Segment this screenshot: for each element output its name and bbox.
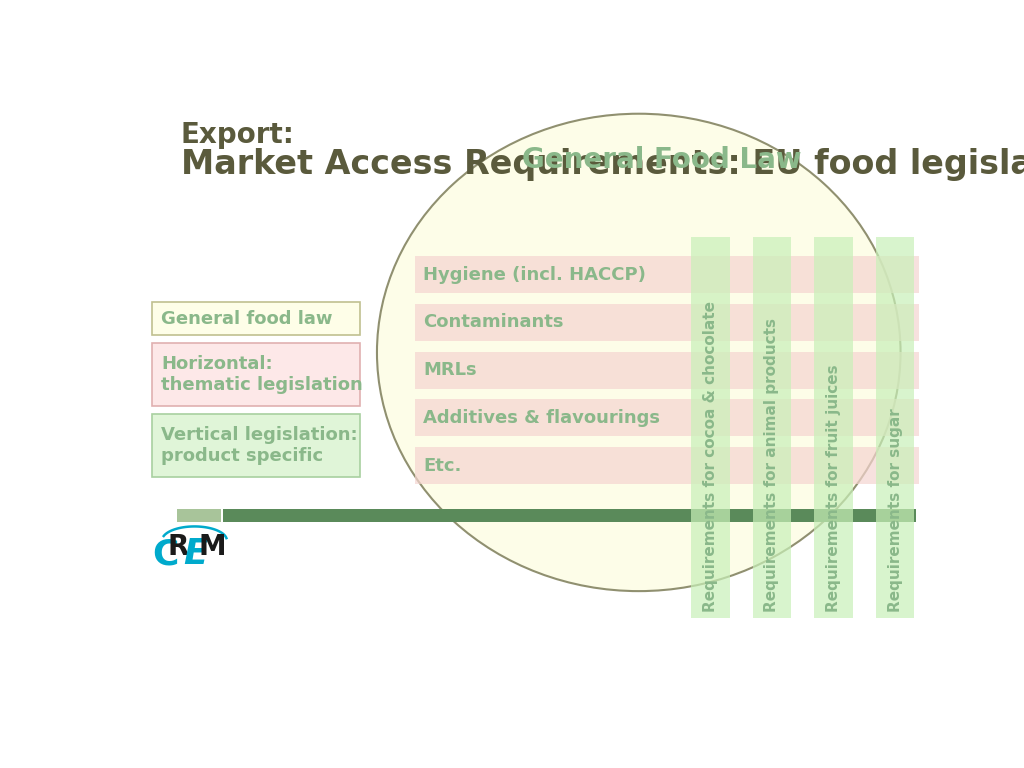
Text: Additives & flavourings: Additives & flavourings bbox=[423, 409, 660, 427]
Ellipse shape bbox=[377, 114, 900, 591]
Bar bbox=[153, 343, 360, 406]
Text: Market Access Requirements: EU food legislation: Market Access Requirements: EU food legi… bbox=[180, 148, 1024, 181]
Text: E: E bbox=[183, 538, 208, 571]
Bar bbox=[153, 302, 360, 336]
Text: Hygiene (incl. HACCP): Hygiene (incl. HACCP) bbox=[423, 266, 646, 283]
Bar bbox=[416, 257, 953, 293]
Bar bbox=[876, 237, 914, 618]
Text: Requirements for animal products: Requirements for animal products bbox=[765, 318, 779, 612]
Text: Requirements for sugar: Requirements for sugar bbox=[888, 408, 903, 612]
Text: MRLs: MRLs bbox=[423, 361, 477, 379]
Text: C: C bbox=[153, 538, 178, 571]
Text: R: R bbox=[168, 532, 188, 561]
Bar bbox=[691, 237, 730, 618]
Text: Horizontal:
thematic legislation: Horizontal: thematic legislation bbox=[162, 356, 364, 394]
Bar bbox=[416, 352, 953, 389]
Text: Requirements for fruit juices: Requirements for fruit juices bbox=[826, 364, 841, 612]
Bar bbox=[223, 509, 915, 521]
Text: Contaminants: Contaminants bbox=[423, 313, 563, 331]
Text: General Food Law: General Food Law bbox=[522, 146, 802, 174]
Bar bbox=[753, 237, 792, 618]
Bar bbox=[416, 399, 953, 436]
Text: Vertical legislation:
product specific: Vertical legislation: product specific bbox=[162, 426, 358, 465]
Text: M: M bbox=[199, 532, 226, 561]
Bar bbox=[416, 447, 953, 484]
Bar bbox=[153, 414, 360, 477]
Bar bbox=[814, 237, 853, 618]
Text: Export:: Export: bbox=[180, 121, 295, 150]
Text: General food law: General food law bbox=[162, 310, 333, 327]
Text: Requirements for cocoa & chocolate: Requirements for cocoa & chocolate bbox=[702, 301, 718, 612]
Text: Etc.: Etc. bbox=[423, 457, 462, 475]
Bar bbox=[416, 304, 953, 341]
Bar bbox=[177, 509, 221, 521]
